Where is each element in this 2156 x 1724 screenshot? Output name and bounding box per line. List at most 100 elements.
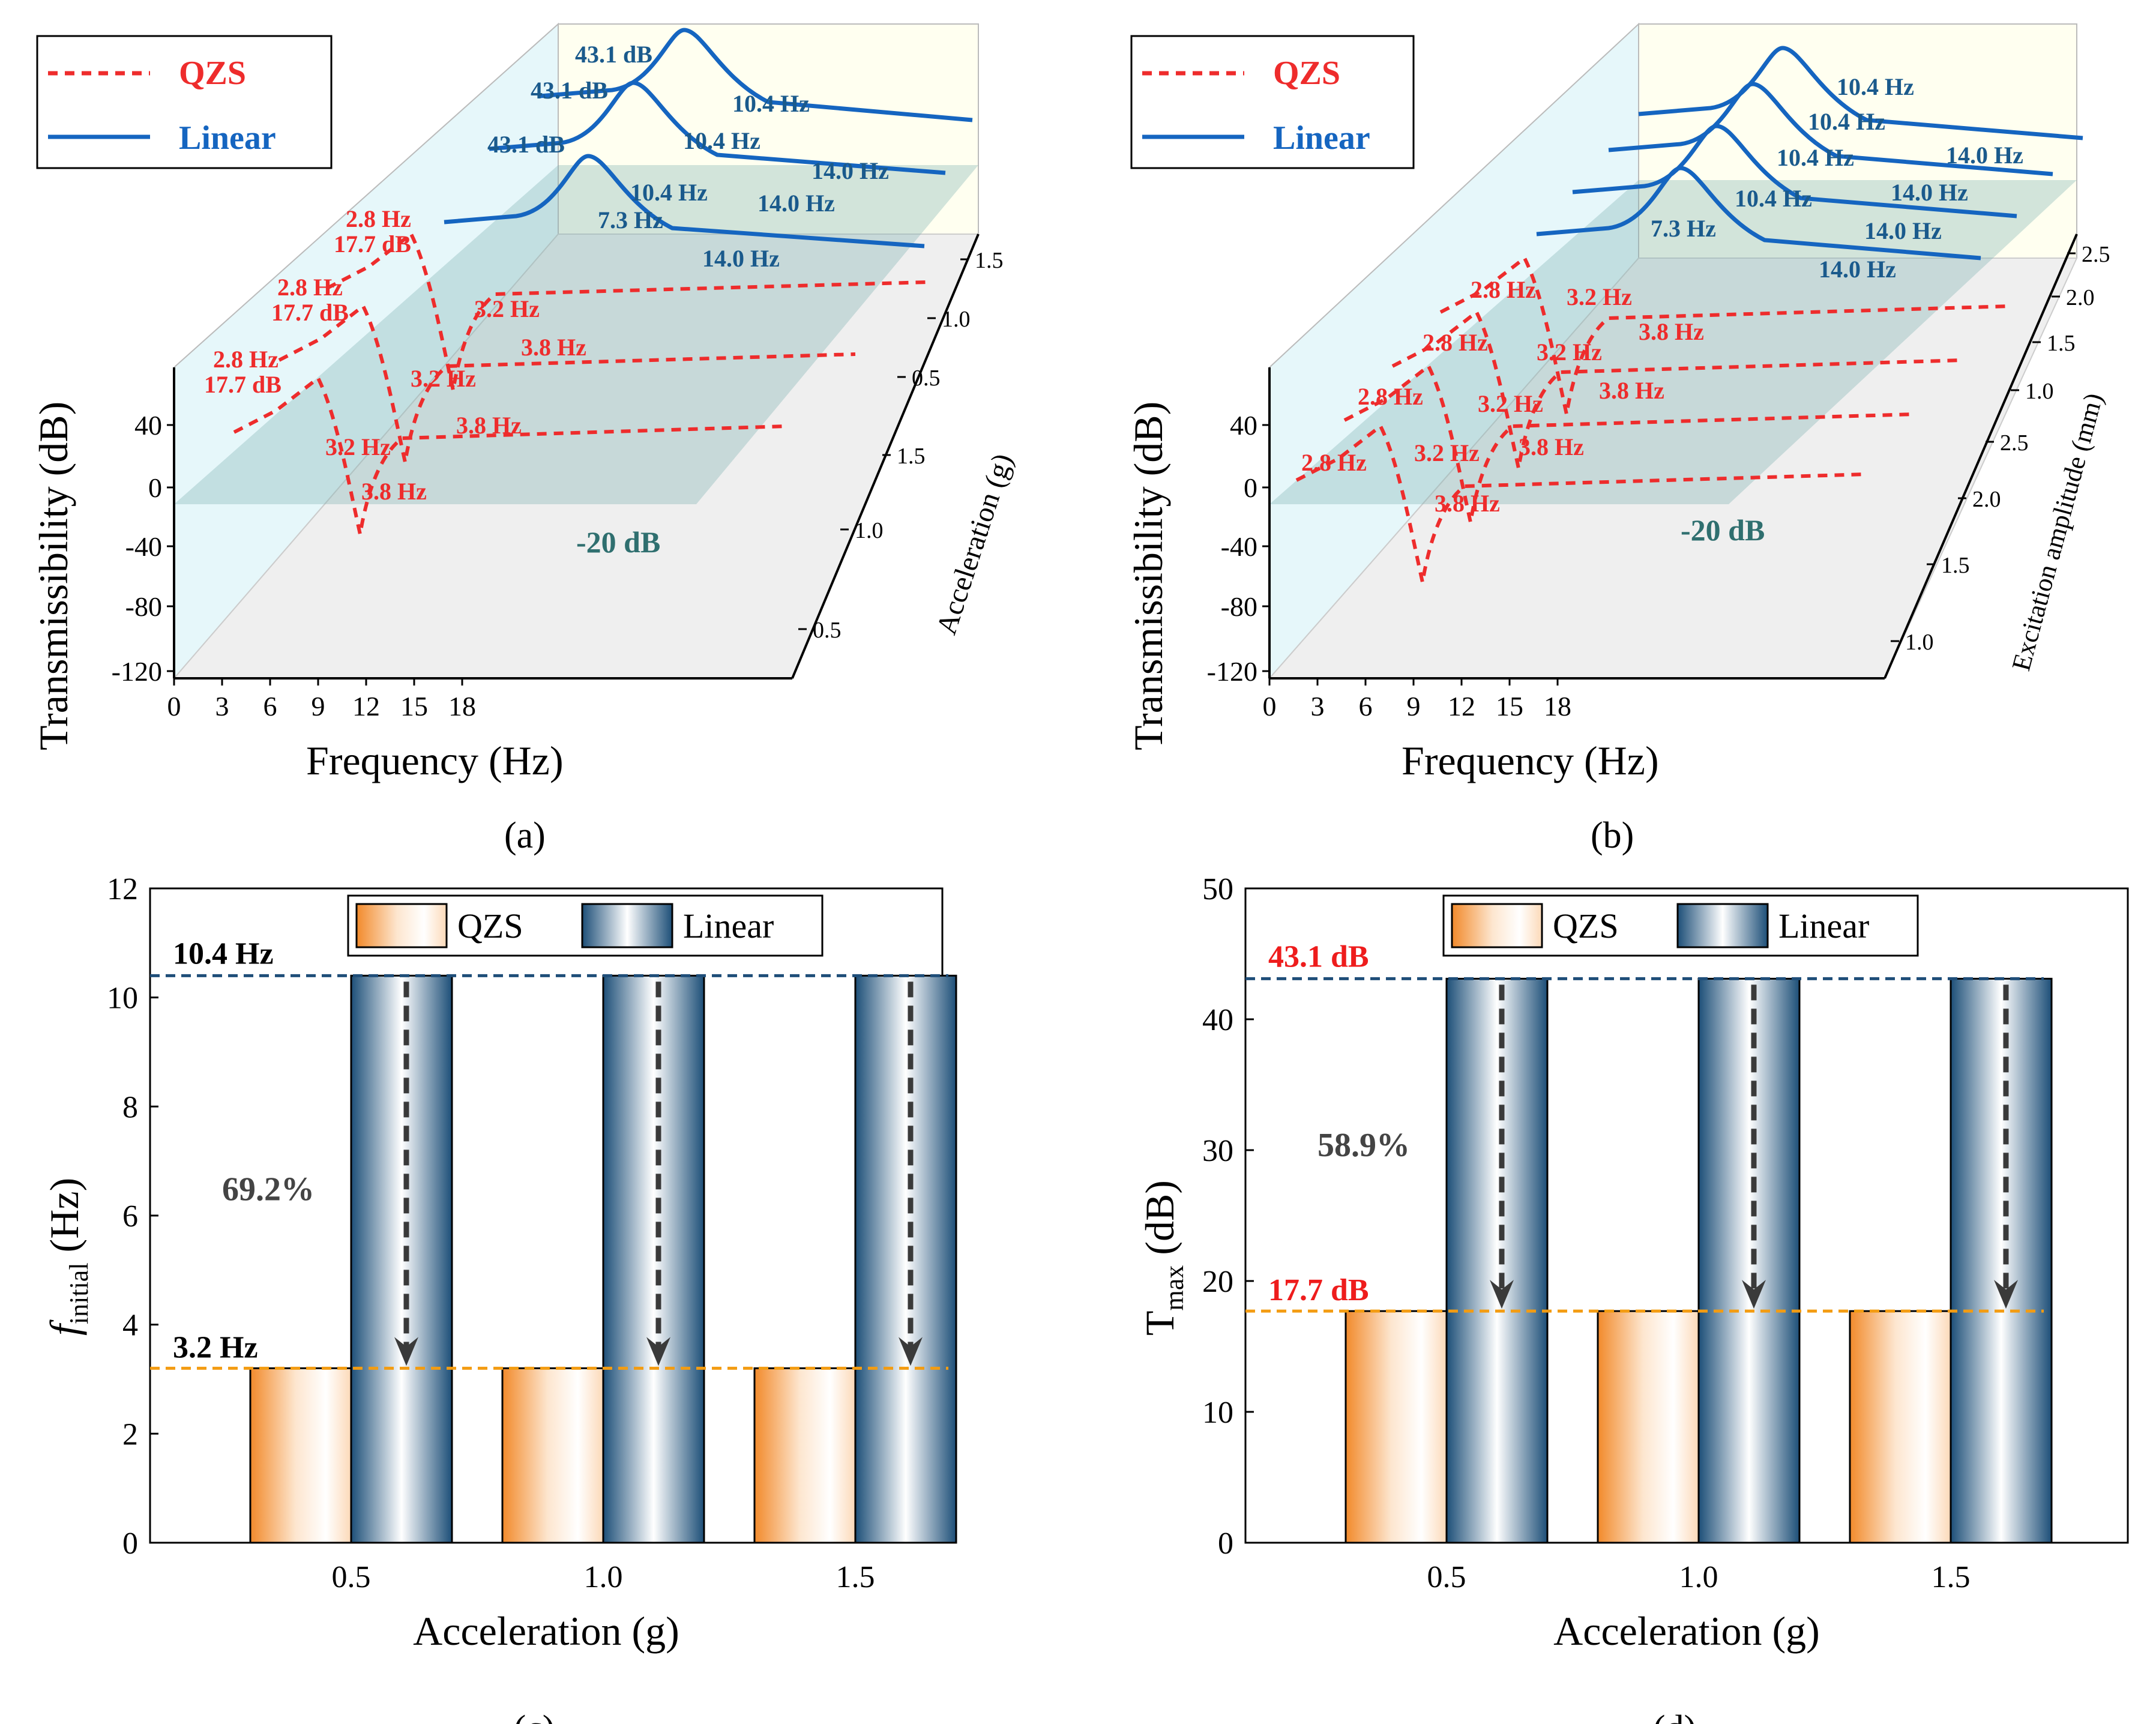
annot: 3.2 Hz: [1537, 339, 1602, 366]
y-tick-label: 30: [1202, 1134, 1233, 1168]
panel-c: 0 2 4 6 8 10 12 0.5 1.0 1.5 10.4 Hz 3.2 Hz 69.2% QZS L…: [41, 872, 957, 1724]
annot: 14.0 Hz: [1891, 179, 1968, 206]
z-tick-label: 1.0: [942, 307, 971, 332]
z-tick-label: 1.5: [1941, 553, 1970, 578]
linear-curve: [444, 154, 925, 249]
arrow-head: [1490, 1280, 1514, 1309]
z-tick-label: 1.0: [855, 518, 884, 543]
annot: 14.0 Hz: [702, 245, 780, 272]
x-tick-label: 12: [1448, 691, 1475, 722]
x-tick-label: 0.5: [1427, 1560, 1466, 1594]
y-tick-label: -80: [125, 591, 162, 622]
annot: 17.7 dB: [204, 371, 282, 398]
z-axis: [1883, 234, 2078, 679]
legend-box: [36, 35, 333, 169]
curves: [233, 28, 973, 535]
bar-qzs: [1597, 1310, 1700, 1544]
plane-label: -20 dB: [1681, 513, 1765, 547]
arrow-head: [394, 1337, 418, 1366]
x-axis-label: Frequency (Hz): [1402, 738, 1659, 783]
legend-swatch-qzs: [1451, 903, 1543, 948]
bar-qzs: [249, 1367, 352, 1544]
bar-linear: [602, 974, 705, 1544]
y-tick-label: 40: [134, 410, 162, 441]
panel-label: (d): [1653, 1708, 1696, 1724]
legend-linear: Linear: [179, 119, 276, 157]
y-tick-label: -80: [1221, 591, 1257, 622]
x-tick-label: 6: [263, 691, 277, 722]
x-ticks: 0 3 6 9 12 15 18: [1263, 678, 1571, 722]
y-tick-label: 40: [1230, 410, 1257, 441]
arrow-head: [646, 1337, 670, 1366]
y-tick-label: -120: [112, 656, 162, 687]
bar-linear: [1445, 977, 1549, 1544]
annot: 3.2 Hz: [411, 365, 476, 392]
x-axis-label: Frequency (Hz): [306, 738, 564, 783]
legend-qzs: QZS: [1273, 55, 1340, 92]
z-tick-label: 1.0: [1905, 630, 1934, 655]
annot: 3.8 Hz: [1639, 318, 1704, 345]
bar-qzs: [1849, 1310, 1952, 1544]
x-axis-label: Acceleration (g): [1553, 1608, 1820, 1654]
y-tick-label: 40: [1202, 1003, 1233, 1037]
linear-curve: [540, 28, 973, 122]
y-tick-label: 50: [1202, 872, 1233, 906]
annot: 3.8 Hz: [1519, 433, 1584, 460]
annot: 2.8 Hz: [1358, 383, 1423, 410]
y-tick-label: 6: [122, 1199, 138, 1234]
y-tick-label: 20: [1202, 1265, 1233, 1299]
db-plane: [1269, 180, 2077, 504]
z-tick-label: 1.0: [2025, 379, 2054, 404]
panel-label-b: (b): [1591, 815, 1634, 856]
annot: 7.3 Hz: [1651, 215, 1716, 242]
x-tick-label: 15: [400, 691, 428, 722]
ref-high-label: 43.1 dB: [1268, 939, 1369, 974]
ref-low-label: 17.7 dB: [1268, 1273, 1369, 1307]
y-tick-label: 10: [107, 981, 138, 1016]
y-tick-label: 4: [122, 1309, 138, 1343]
linear-annotations: 10.4 Hz 10.4 Hz 10.4 Hz 10.4 Hz 7.3 Hz 1…: [1651, 73, 2023, 283]
x-tick-label: 0: [167, 691, 181, 722]
y-tick-label: 0: [122, 1527, 138, 1561]
annot: 14.0 Hz: [1946, 142, 2023, 169]
annot: 43.1 dB: [531, 77, 608, 104]
y-tick-label: 2: [122, 1417, 138, 1451]
z-tick-label: 1.5: [2047, 331, 2076, 356]
y-ticks: 40 0 -40 -80 -120: [112, 410, 174, 687]
x-ticks: 0 3 6 9 12 15 18: [167, 678, 476, 722]
z-tick-label: 2.5: [2082, 242, 2110, 267]
x-tick-label: 12: [352, 691, 380, 722]
x-tick-label: 0: [1263, 691, 1277, 722]
x-axis-label: Acceleration (g): [413, 1608, 679, 1654]
ref-low-label: 3.2 Hz: [173, 1330, 258, 1364]
annot: 3.2 Hz: [474, 295, 540, 322]
panel-label-a: (a): [504, 815, 546, 856]
qzs-curve: [1439, 255, 2011, 415]
curves: [1295, 46, 2083, 583]
annot: 10.4 Hz: [1735, 185, 1812, 212]
x-tick-label: 3: [1311, 691, 1325, 722]
annot: 14.0 Hz: [1864, 217, 1942, 244]
y-ticks: 40 0 -40 -80 -120: [1207, 410, 1269, 687]
annot: 2.8 Hz: [213, 346, 279, 373]
qzs-curve: [1391, 309, 1963, 469]
panel-a: 40 0 -40 -80 -120 0 3 6 9 12 15 18 0.5 1.0 1.5 0.5 1.0…: [31, 22, 1019, 856]
annot: 2.8 Hz: [1423, 329, 1488, 356]
linear-annotations: 43.1 dB 43.1 dB 43.1 dB 10.4 Hz 10.4 Hz …: [487, 41, 889, 272]
annot: 3.2 Hz: [1414, 439, 1480, 466]
annot: 10.4 Hz: [1837, 73, 1914, 100]
x-tick-label: 0.5: [332, 1560, 371, 1594]
legend-box: [1130, 35, 1415, 169]
annot: 3.8 Hz: [1435, 490, 1500, 517]
z-axis: [791, 234, 980, 679]
legend-swatch-linear: [581, 903, 673, 948]
annot: 3.8 Hz: [1599, 377, 1664, 404]
annot: 43.1 dB: [487, 131, 565, 158]
y-tick-label: -40: [125, 531, 162, 562]
annot: 3.2 Hz: [325, 433, 391, 460]
y-axis-label: Transmissibility (dB): [31, 402, 76, 750]
annot: 10.4 Hz: [630, 179, 708, 206]
z-tick-label: 2.5: [2000, 430, 2029, 456]
panel-label: (c): [514, 1708, 555, 1724]
